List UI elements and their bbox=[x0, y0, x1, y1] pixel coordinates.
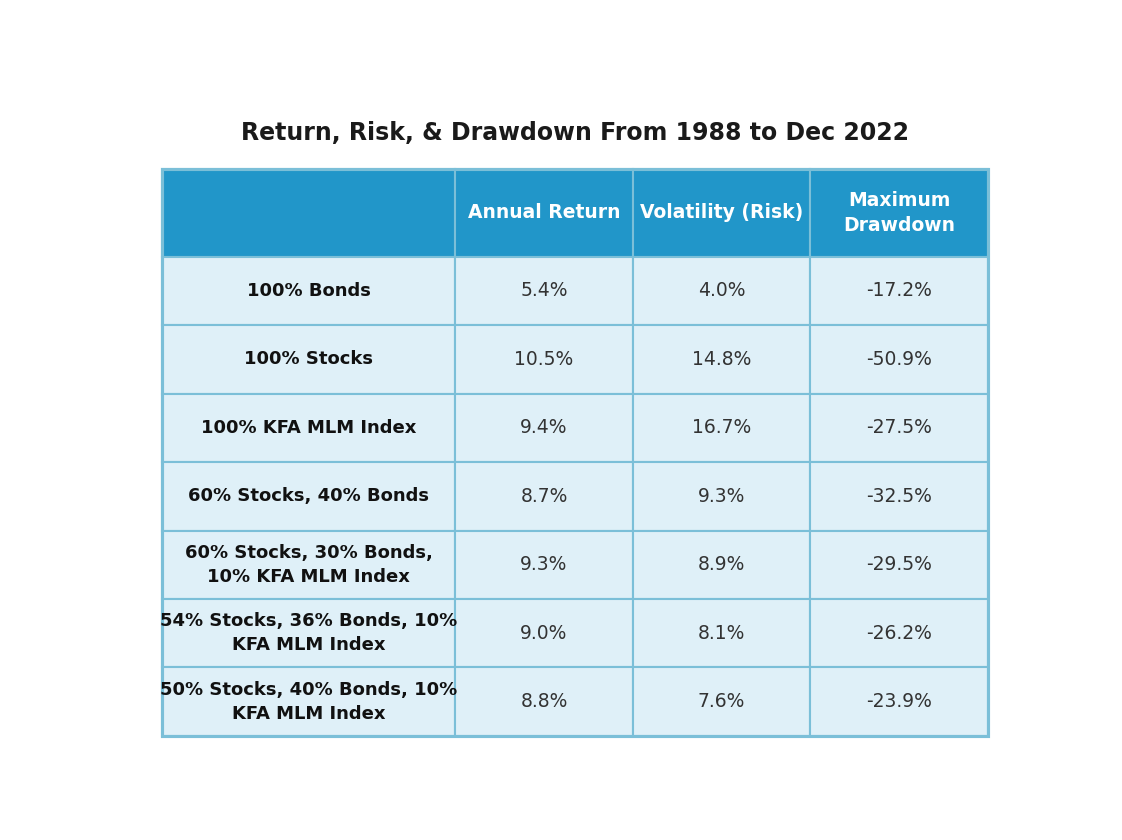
Bar bbox=[810, 257, 988, 325]
Text: Return, Risk, & Drawdown From 1988 to Dec 2022: Return, Risk, & Drawdown From 1988 to De… bbox=[241, 122, 909, 145]
Text: 14.8%: 14.8% bbox=[692, 349, 752, 369]
Text: -17.2%: -17.2% bbox=[866, 281, 932, 301]
Text: 8.9%: 8.9% bbox=[698, 555, 745, 575]
Text: 100% KFA MLM Index: 100% KFA MLM Index bbox=[201, 419, 416, 437]
Text: 9.3%: 9.3% bbox=[698, 487, 745, 506]
Text: 4.0%: 4.0% bbox=[698, 281, 745, 301]
Text: 16.7%: 16.7% bbox=[692, 418, 752, 438]
Bar bbox=[633, 599, 810, 668]
Text: -23.9%: -23.9% bbox=[866, 692, 932, 711]
Bar bbox=[810, 531, 988, 599]
Text: 8.8%: 8.8% bbox=[521, 692, 568, 711]
Text: 60% Stocks, 30% Bonds,
10% KFA MLM Index: 60% Stocks, 30% Bonds, 10% KFA MLM Index bbox=[185, 544, 433, 585]
Bar bbox=[633, 169, 810, 257]
Text: Annual Return: Annual Return bbox=[468, 203, 620, 222]
Bar bbox=[162, 462, 456, 531]
Bar bbox=[456, 462, 633, 531]
Bar bbox=[810, 599, 988, 668]
Text: -26.2%: -26.2% bbox=[866, 624, 932, 643]
Bar bbox=[633, 462, 810, 531]
Bar bbox=[456, 394, 633, 462]
Text: 9.4%: 9.4% bbox=[521, 418, 568, 438]
Text: 100% Bonds: 100% Bonds bbox=[247, 282, 370, 300]
Text: 9.3%: 9.3% bbox=[521, 555, 568, 575]
Bar bbox=[633, 668, 810, 736]
Bar bbox=[456, 531, 633, 599]
Text: -50.9%: -50.9% bbox=[866, 349, 932, 369]
Bar bbox=[633, 325, 810, 394]
Bar bbox=[162, 325, 456, 394]
Bar bbox=[162, 257, 456, 325]
Bar bbox=[456, 668, 633, 736]
Text: -27.5%: -27.5% bbox=[866, 418, 932, 438]
Bar bbox=[633, 531, 810, 599]
Text: -32.5%: -32.5% bbox=[866, 487, 932, 506]
Text: -29.5%: -29.5% bbox=[866, 555, 932, 575]
Bar bbox=[810, 462, 988, 531]
Bar bbox=[456, 599, 633, 668]
Bar bbox=[810, 394, 988, 462]
Bar bbox=[633, 394, 810, 462]
Bar bbox=[456, 325, 633, 394]
Bar bbox=[162, 169, 988, 736]
Bar bbox=[162, 531, 456, 599]
Bar bbox=[456, 169, 633, 257]
Bar bbox=[633, 257, 810, 325]
Bar bbox=[162, 668, 456, 736]
Text: 50% Stocks, 40% Bonds, 10%
KFA MLM Index: 50% Stocks, 40% Bonds, 10% KFA MLM Index bbox=[160, 681, 458, 722]
Text: Maximum
Drawdown: Maximum Drawdown bbox=[844, 191, 955, 234]
Bar bbox=[810, 668, 988, 736]
Text: 60% Stocks, 40% Bonds: 60% Stocks, 40% Bonds bbox=[188, 487, 429, 506]
Bar bbox=[162, 599, 456, 668]
Text: 9.0%: 9.0% bbox=[521, 624, 568, 643]
Bar bbox=[810, 169, 988, 257]
Text: Volatility (Risk): Volatility (Risk) bbox=[640, 203, 803, 222]
Text: 54% Stocks, 36% Bonds, 10%
KFA MLM Index: 54% Stocks, 36% Bonds, 10% KFA MLM Index bbox=[160, 612, 458, 654]
Text: 8.1%: 8.1% bbox=[698, 624, 745, 643]
Bar bbox=[810, 325, 988, 394]
Text: 100% Stocks: 100% Stocks bbox=[245, 350, 374, 369]
Bar bbox=[162, 169, 456, 257]
Text: 10.5%: 10.5% bbox=[514, 349, 573, 369]
Bar bbox=[456, 257, 633, 325]
Text: 8.7%: 8.7% bbox=[521, 487, 568, 506]
Text: 5.4%: 5.4% bbox=[521, 281, 568, 301]
Text: 7.6%: 7.6% bbox=[698, 692, 745, 711]
Bar bbox=[162, 394, 456, 462]
